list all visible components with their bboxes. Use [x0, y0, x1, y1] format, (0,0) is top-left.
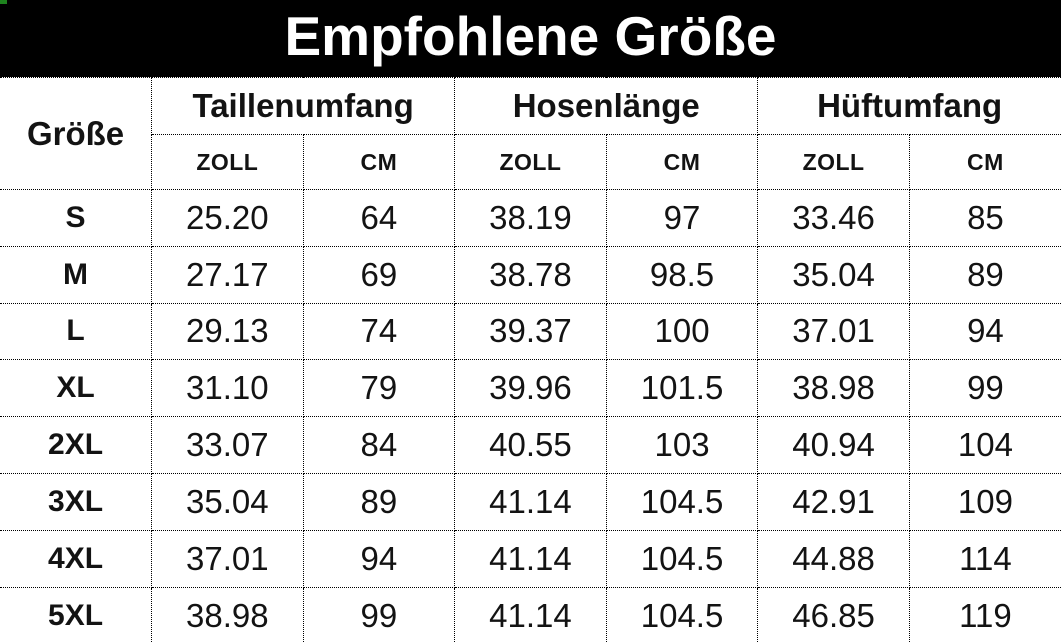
table-row: 3XL 35.04 89 41.14 104.5 42.91 109 [0, 472, 1061, 531]
unit-header-taille-cm: CM [302, 134, 456, 190]
cell-hosen-cm: 104.5 [605, 586, 759, 643]
cell-hosen-zoll: 39.37 [454, 302, 607, 361]
corner-artifact [0, 0, 7, 4]
cell-hueft-cm: 99 [908, 359, 1061, 418]
title-bar: Empfohlene Größe [0, 0, 1061, 77]
cell-taille-cm: 64 [302, 189, 456, 247]
table-row: 5XL 38.98 99 41.14 104.5 46.85 119 [0, 586, 1061, 643]
cell-hosen-cm: 103 [605, 416, 759, 474]
cell-hueft-cm: 114 [908, 529, 1061, 588]
cell-hosen-zoll: 38.19 [454, 189, 607, 247]
cell-taille-cm: 69 [302, 245, 456, 304]
row-size-label: L [0, 302, 153, 361]
cell-hueft-zoll: 37.01 [757, 302, 910, 361]
cell-taille-zoll: 37.01 [151, 529, 304, 588]
cell-taille-zoll: 29.13 [151, 302, 304, 361]
row-size-label: S [0, 189, 153, 247]
row-size-label: 4XL [0, 529, 153, 588]
cell-hueft-zoll: 38.98 [757, 359, 910, 418]
cell-hosen-cm: 104.5 [605, 529, 759, 588]
cell-hueft-zoll: 44.88 [757, 529, 910, 588]
cell-hosen-cm: 97 [605, 189, 759, 247]
cell-taille-cm: 79 [302, 359, 456, 418]
table-row: M 27.17 69 38.78 98.5 35.04 89 [0, 245, 1061, 304]
row-size-label: 3XL [0, 472, 153, 531]
cell-hueft-zoll: 42.91 [757, 472, 910, 531]
cell-hueft-cm: 85 [908, 189, 1061, 247]
column-header-size: Größe [0, 77, 153, 190]
table-row: 2XL 33.07 84 40.55 103 40.94 104 [0, 416, 1061, 474]
unit-header-hosen-cm: CM [605, 134, 759, 190]
cell-hueft-cm: 104 [908, 416, 1061, 474]
cell-taille-cm: 99 [302, 586, 456, 643]
cell-hueft-zoll: 35.04 [757, 245, 910, 304]
cell-taille-cm: 89 [302, 472, 456, 531]
cell-taille-cm: 74 [302, 302, 456, 361]
cell-hueft-zoll: 46.85 [757, 586, 910, 643]
cell-hueft-cm: 119 [908, 586, 1061, 643]
cell-taille-zoll: 25.20 [151, 189, 304, 247]
table-row: XL 31.10 79 39.96 101.5 38.98 99 [0, 359, 1061, 418]
row-size-label: XL [0, 359, 153, 418]
column-group-taillenumfang: Taillenumfang [151, 77, 456, 135]
cell-hosen-cm: 101.5 [605, 359, 759, 418]
cell-hosen-cm: 104.5 [605, 472, 759, 531]
size-table: Größe Taillenumfang Hosenlänge Hüftumfan… [0, 77, 1061, 643]
table-row: 4XL 37.01 94 41.14 104.5 44.88 114 [0, 529, 1061, 588]
cell-hueft-cm: 94 [908, 302, 1061, 361]
table-row: L 29.13 74 39.37 100 37.01 94 [0, 302, 1061, 361]
cell-taille-cm: 94 [302, 529, 456, 588]
column-group-hosenlaenge: Hosenlänge [454, 77, 759, 135]
column-group-hueftumfang: Hüftumfang [757, 77, 1061, 135]
cell-taille-cm: 84 [302, 416, 456, 474]
cell-taille-zoll: 38.98 [151, 586, 304, 643]
cell-hosen-zoll: 38.78 [454, 245, 607, 304]
unit-header-hueft-zoll: ZOLL [757, 134, 910, 190]
cell-hosen-zoll: 41.14 [454, 586, 607, 643]
cell-hosen-cm: 98.5 [605, 245, 759, 304]
cell-hueft-cm: 109 [908, 472, 1061, 531]
cell-hueft-cm: 89 [908, 245, 1061, 304]
unit-header-hueft-cm: CM [908, 134, 1061, 190]
cell-taille-zoll: 31.10 [151, 359, 304, 418]
cell-taille-zoll: 33.07 [151, 416, 304, 474]
cell-hosen-zoll: 41.14 [454, 472, 607, 531]
row-size-label: 2XL [0, 416, 153, 474]
cell-taille-zoll: 27.17 [151, 245, 304, 304]
page-title: Empfohlene Größe [284, 5, 777, 67]
row-size-label: M [0, 245, 153, 304]
table-row: S 25.20 64 38.19 97 33.46 85 [0, 189, 1061, 247]
cell-hosen-zoll: 41.14 [454, 529, 607, 588]
cell-hueft-zoll: 40.94 [757, 416, 910, 474]
unit-header-taille-zoll: ZOLL [151, 134, 304, 190]
cell-hosen-cm: 100 [605, 302, 759, 361]
unit-header-hosen-zoll: ZOLL [454, 134, 607, 190]
row-size-label: 5XL [0, 586, 153, 643]
cell-hueft-zoll: 33.46 [757, 189, 910, 247]
cell-hosen-zoll: 39.96 [454, 359, 607, 418]
cell-taille-zoll: 35.04 [151, 472, 304, 531]
cell-hosen-zoll: 40.55 [454, 416, 607, 474]
